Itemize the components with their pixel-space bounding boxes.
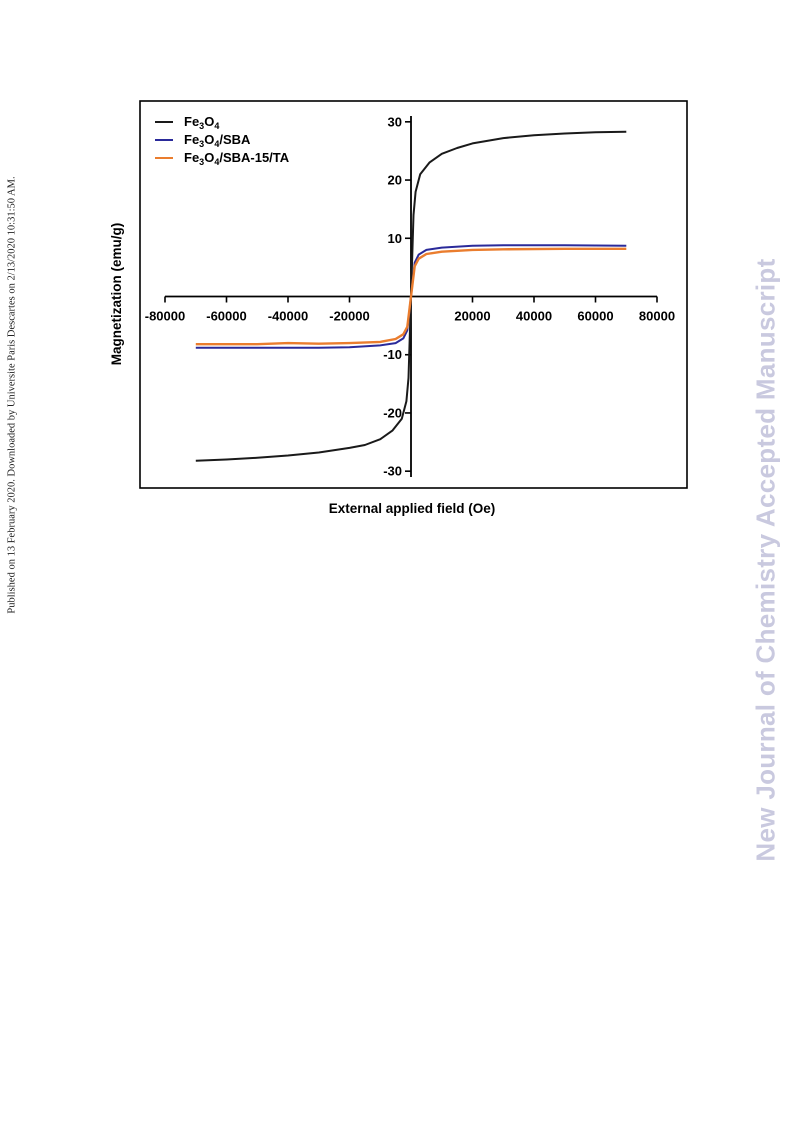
y-tick-label: -30 (383, 464, 402, 479)
x-tick-label: -60000 (206, 309, 246, 324)
x-tick-label: 40000 (516, 309, 552, 324)
x-tick-label: -80000 (145, 309, 185, 324)
legend-label: Fe3O4/SBA (184, 132, 251, 149)
plot-frame (139, 100, 688, 489)
x-axis-title: External applied field (Oe) (329, 501, 496, 516)
x-tick-label: -20000 (329, 309, 369, 324)
y-tick-label: 20 (388, 173, 402, 188)
series-line-2 (195, 247, 627, 346)
legend-label: Fe3O4/SBA-15/TA (184, 150, 290, 167)
x-tick-label: 20000 (454, 309, 490, 324)
y-tick-label: -20 (383, 405, 402, 420)
x-tick-label: 80000 (639, 309, 675, 324)
x-tick-label: -40000 (268, 309, 308, 324)
data-curves (195, 130, 627, 462)
y-tick-label: 30 (388, 114, 402, 129)
y-axis-title: Magnetization (emu/g) (109, 223, 124, 366)
y-tick-label: -10 (383, 347, 402, 362)
y-tick-label: 10 (388, 231, 402, 246)
x-tick-label: 60000 (577, 309, 613, 324)
legend-label: Fe3O4 (184, 114, 219, 131)
axes: -80000 -60000 -40000 -20000 20000 40000 60000 8… (145, 114, 675, 478)
